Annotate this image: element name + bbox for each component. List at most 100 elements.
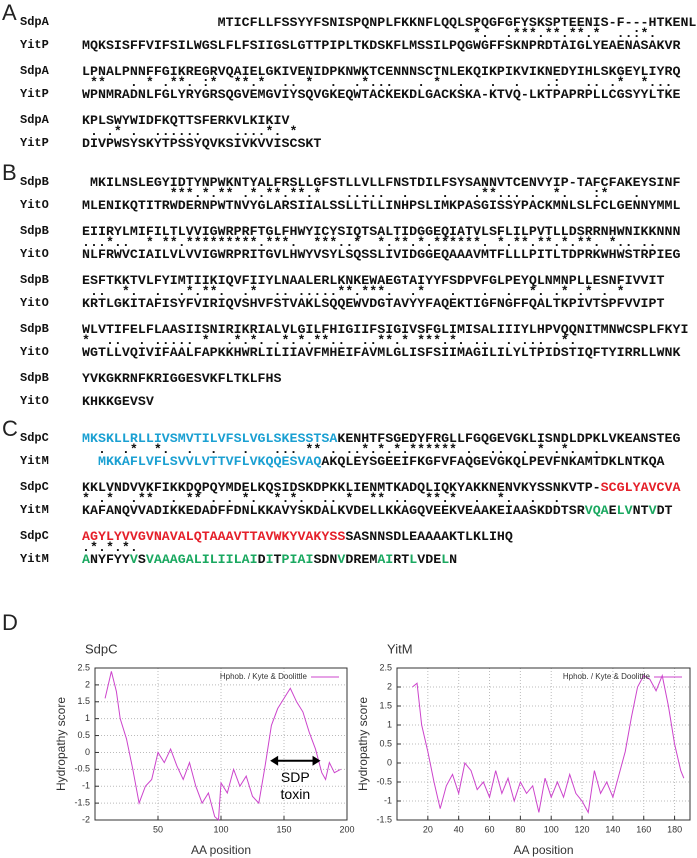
conservation: *. .***.**.**.* ..:*. [82, 26, 657, 41]
sequence-name: YitP [20, 38, 49, 52]
sequence-segment: WPNMRADNLFGLYRYGRSQGVEMGVIYSQVGKEQWTACKE… [82, 87, 681, 102]
y-axis-label: Hydropathy score [54, 697, 68, 791]
plot-frame [94, 667, 348, 821]
sequence-name: YitO [20, 345, 49, 359]
sequence-segment: VAAAGALILIILAI [145, 552, 258, 567]
y-tick-label: -1.5 [74, 797, 90, 807]
y-tick-label: -0.5 [74, 764, 90, 774]
panel-label: B [2, 160, 17, 185]
annotation: SDP toxin [280, 768, 311, 802]
sequence: DIVPWSYSKYTPSSYQVKSIVKVVISCSKT [82, 137, 321, 150]
sequence: WPNMRADNLFGLYRYGRSQGVEMGVIYSQVGKEQWTACKE… [82, 88, 680, 101]
sequence-segment: MKILNSLEGYIDTYNPWKNTYALFRSLLGFSTLLVLLFNS… [82, 175, 681, 190]
y-tick-label: 2 [387, 681, 392, 691]
sequence: WLVTIFELFLAASIISNIRIKRIALVLGILFHIGIIFSIG… [82, 323, 688, 336]
sequence-segment: D [257, 552, 266, 567]
sequence-segment: LPNALPNNFFGIKREGRVQAIELGKIVENIDPKNWKTCEN… [82, 64, 681, 79]
sequence-name: SdpC [20, 431, 49, 445]
sequence-segment: VQA [584, 503, 609, 518]
y-tick-label: 0.5 [77, 730, 90, 740]
hydropathy-line [104, 671, 341, 822]
sequence-segment: LV [616, 503, 633, 518]
chart-title: YitM [387, 641, 413, 656]
annotation-box: SDP toxin [280, 768, 311, 802]
sequence-segment: NLFRWVCIAILVLVVIGWRPRITGVLHWYVSYLSQSSLIV… [82, 247, 681, 262]
sequence-segment: V [337, 552, 346, 567]
sequence-name: SdpB [20, 371, 49, 385]
y-tick-label: 1.5 [77, 696, 90, 706]
plot-frame [396, 667, 691, 821]
x-tick-label: 140 [605, 824, 620, 834]
y-tick-label: 0 [387, 757, 392, 767]
y-tick-label: 1.5 [379, 700, 392, 710]
sequence-name: SdpB [20, 175, 49, 189]
sequence-segment: DREM [345, 552, 378, 567]
sequence-segment: MLENIKQTITRWDERNPWTNVYGLARSIIALSSLLTLLIN… [82, 198, 681, 213]
sequence: EIIRYLMIFILTLVVIGWRPRFTGLFHWYICYSIQTSALT… [82, 225, 680, 238]
sequence-name: YitP [20, 87, 49, 101]
sequence-segment: MKSKLLRLLIVSMVTILVFSLVGLSKESSTSA [82, 431, 338, 446]
y-axis-label: Hydropathy score [356, 697, 370, 791]
sequence-segment: L [409, 552, 418, 567]
y-tick-label: -1 [384, 795, 392, 805]
conservation: ***.*.** .*.**.**.* ..... . . .**... . *… [82, 186, 641, 201]
sequence-name: SdpB [20, 224, 49, 238]
sequence-segment: V [648, 503, 657, 518]
conservation: .. *. . .*.**. .* .. .....**.***. .* . .… [82, 284, 625, 299]
x-tick-label: 60 [485, 824, 495, 834]
y-tick-label: 2 [85, 679, 90, 689]
conservation: * .. . ..... * .*.*. .*.*.**.. ..**.* **… [82, 333, 577, 348]
hydropathy-line [412, 673, 685, 814]
sequence-segment: L [441, 552, 450, 567]
legend-label: Hphob. / Kyte & Doolittle [220, 672, 308, 681]
sequence-segment: V [129, 552, 138, 567]
sequence-name: YitM [20, 552, 49, 566]
legend-label: Hphob. / Kyte & Doolittle [563, 672, 651, 681]
x-tick-label: 150 [276, 824, 291, 834]
sequence: KKLVNDVVKFIKKDQPQYMDELKQSIDSKDPKKLIENMTK… [82, 481, 680, 494]
sequence-segment: WGTLLVQIVIFAALFAPKKHWRLILIIAVFMHEIFAVMLG… [82, 345, 681, 360]
y-tick-label: 2.5 [77, 662, 90, 672]
sequence-segment: KHKKGEVSV [82, 394, 154, 409]
x-tick-label: 180 [667, 824, 682, 834]
x-tick-label: 160 [636, 824, 651, 834]
panel-label: C [2, 416, 18, 441]
sequence-segment: SCGLYAVCVA [600, 480, 681, 495]
sequence-name: YitO [20, 198, 49, 212]
y-tick-label: 0.5 [379, 738, 392, 748]
sequence-segment: WLVTIFELFLAASIISNIRIKRIALVLGILFHIGIIFSIG… [82, 322, 689, 337]
conservation: * .* .** . ** . . *. *.*. .. * ** .. **.… [82, 491, 561, 506]
sequence-segment [82, 454, 98, 469]
x-axis-label: AA position [513, 843, 573, 857]
sequence-segment: S [137, 552, 146, 567]
sequence-segment: KRTLGKITAFISYFVIRIQVSHVFSTVAKLSQQEWVDGTA… [82, 296, 665, 311]
x-tick-label: 200 [339, 824, 354, 834]
sequence-segment: VDE [417, 552, 442, 567]
x-tick-label: 100 [213, 824, 228, 834]
sequence-name: SdpB [20, 322, 49, 336]
sequence-name: YitO [20, 394, 49, 408]
sequence-segment: MTICFLLFSSYYFSNISPQNPLFKKNFLQQLSPQGFGFYS… [82, 15, 697, 30]
sequence-segment: DT [656, 503, 673, 518]
sequence-segment: N [449, 552, 458, 567]
conservation: . .* *. . . . ... ** . ..*.*.*.****** . … [82, 442, 601, 457]
sequence: KAFANQVVADIKKEDADFFDNLKKAVYSKDALKVDELLKK… [82, 504, 673, 517]
sequence-name: SdpA [20, 113, 49, 127]
y-tick-label: 0 [85, 747, 90, 757]
panel-label: D [2, 610, 18, 635]
sequence-segment: I [265, 552, 274, 567]
sequence-name: YitM [20, 503, 49, 517]
sequence: MKKAFLVFLSVVLVTTVFLVKQQESVAQAKQLEYSGEEIF… [82, 455, 665, 468]
sequence-segment: NYFYY [89, 552, 130, 567]
y-tick-label: 1 [85, 713, 90, 723]
sequence-name: SdpA [20, 64, 49, 78]
sequence-segment: ESFTKKTVLFYIMTIIKIQVFIIYLNAALERLKNKEWAEG… [82, 273, 665, 288]
x-tick-label: 20 [423, 824, 433, 834]
sequence-segment: T [273, 552, 282, 567]
sequence-segment: KENHTFSGEDYFRGLLFGQGEVGKLISNDLDPKLVKEANS… [337, 431, 681, 446]
sequence-segment: EIIRYLMIFILTLVVIGWRPRFTGLFHWYICYSIQTSALT… [82, 224, 681, 239]
y-tick-label: -2 [82, 814, 90, 824]
sequence-segment: MQKSISFFVIFSILWGSLFLFSIIGSLGTTPIPLTKDSKF… [82, 38, 681, 53]
sequence-segment: MKKAFLVFLSVVLVTTVFLVKQQESVAQ [97, 454, 322, 469]
